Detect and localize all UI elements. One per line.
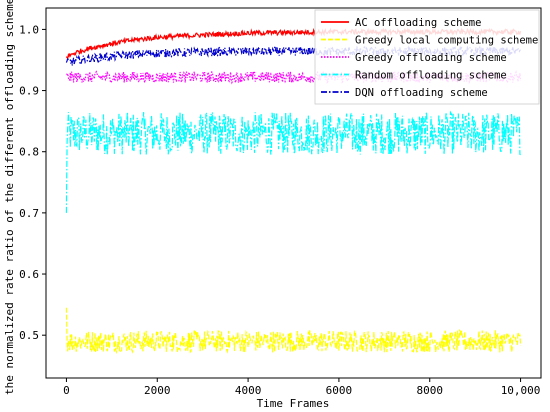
y-tick-label: 1.0: [19, 23, 39, 36]
y-tick-label: 0.9: [19, 85, 39, 98]
legend-label-0: AC offloading scheme: [355, 17, 481, 29]
y-axis-title: the normalized rate ratio of the differe…: [3, 0, 16, 395]
axes-layer: 0 2000 4000 6000 8000 10,000 0.5 0.6 0.7 0.8 0.9 1.…: [19, 23, 540, 397]
y-tick-label: 0.7: [19, 207, 39, 220]
x-tick-label: 10,000: [501, 384, 541, 397]
legend-label-3: Random offloading scheme: [355, 70, 507, 82]
series-line-3: [65, 110, 521, 213]
legend-box: [314, 9, 540, 105]
x-axis-title: Time Frames: [257, 397, 330, 410]
legend: AC offloading scheme Greedy local computi…: [314, 9, 540, 105]
y-tick-label: 0.6: [19, 268, 39, 281]
x-tick-label: 2000: [144, 384, 171, 397]
x-tick-label: 0: [63, 384, 70, 397]
x-tick-label: 4000: [235, 384, 262, 397]
y-tick-label: 0.5: [19, 329, 39, 342]
y-tick-label: 0.8: [19, 146, 39, 159]
legend-label-2: Greedy offloading scheme: [355, 52, 507, 64]
x-tick-label: 6000: [326, 384, 353, 397]
legend-label-1: Greedy local computing scheme: [355, 35, 538, 47]
series-line-1: [65, 307, 522, 355]
x-tick-label: 8000: [416, 384, 443, 397]
series-line-2: [66, 69, 522, 85]
legend-label-4: DQN offloading scheme: [355, 87, 488, 99]
